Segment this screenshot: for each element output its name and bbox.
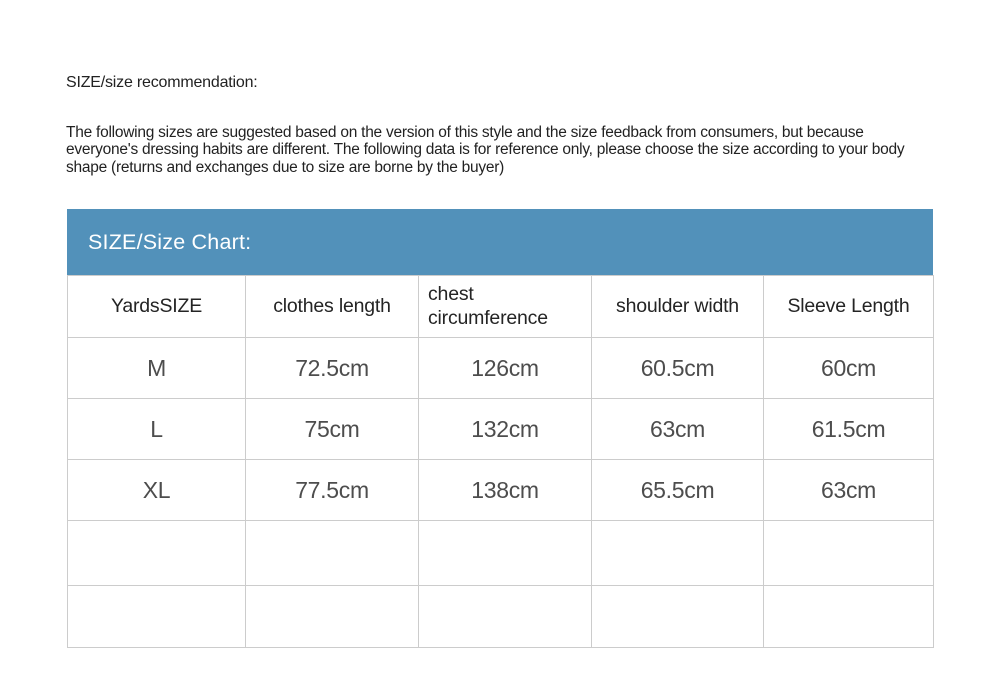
table-row: L 75cm 132cm 63cm 61.5cm xyxy=(67,398,934,460)
table-cell: 72.5cm xyxy=(245,337,419,399)
header-row: YardsSIZE clothes length chest circumfer… xyxy=(67,275,934,338)
table-cell: M xyxy=(67,337,246,399)
table-cell: XL xyxy=(67,459,246,521)
table-cell xyxy=(763,520,934,586)
table-cell xyxy=(67,520,246,586)
table-cell xyxy=(245,585,419,648)
table-cell: 65.5cm xyxy=(591,459,764,521)
column-header-chest-circumference: chest circumference xyxy=(418,275,592,338)
size-chart-banner-label: SIZE/Size Chart: xyxy=(88,229,252,254)
table-cell: 126cm xyxy=(418,337,592,399)
table-cell: 61.5cm xyxy=(763,398,934,460)
table-cell: 75cm xyxy=(245,398,419,460)
size-chart-banner: SIZE/Size Chart: xyxy=(67,209,933,275)
table-cell: L xyxy=(67,398,246,460)
table-cell xyxy=(591,585,764,648)
size-table-header: YardsSIZE clothes length chest circumfer… xyxy=(67,275,934,338)
size-description-paragraph: The following sizes are suggested based … xyxy=(66,124,905,176)
table-cell xyxy=(763,585,934,648)
empty-row xyxy=(67,520,934,586)
table-cell xyxy=(245,520,419,586)
size-table-body: M 72.5cm 126cm 60.5cm 60cm L 75cm 132cm 63cm 61.5… xyxy=(67,337,934,648)
table-row: M 72.5cm 126cm 60.5cm 60cm xyxy=(67,337,934,399)
table-cell xyxy=(418,520,592,586)
table-cell: 60cm xyxy=(763,337,934,399)
column-header-clothes-length: clothes length xyxy=(245,275,419,338)
page-title: SIZE/size recommendation: xyxy=(66,74,258,91)
column-header-size: YardsSIZE xyxy=(67,275,246,338)
table-cell xyxy=(591,520,764,586)
table-cell xyxy=(67,585,246,648)
table-cell: 63cm xyxy=(591,398,764,460)
table-cell: 63cm xyxy=(763,459,934,521)
table-cell: 77.5cm xyxy=(245,459,419,521)
size-chart-section: SIZE/Size Chart: YardsSIZE clothes lengt… xyxy=(67,209,934,648)
table-cell: 60.5cm xyxy=(591,337,764,399)
table-cell xyxy=(418,585,592,648)
column-header-shoulder-width: shoulder width xyxy=(591,275,764,338)
table-cell: 132cm xyxy=(418,398,592,460)
table-row: XL 77.5cm 138cm 65.5cm 63cm xyxy=(67,459,934,521)
column-header-sleeve-length: Sleeve Length xyxy=(763,275,934,338)
empty-row xyxy=(67,585,934,648)
table-cell: 138cm xyxy=(418,459,592,521)
size-chart-table: YardsSIZE clothes length chest circumfer… xyxy=(67,275,934,648)
